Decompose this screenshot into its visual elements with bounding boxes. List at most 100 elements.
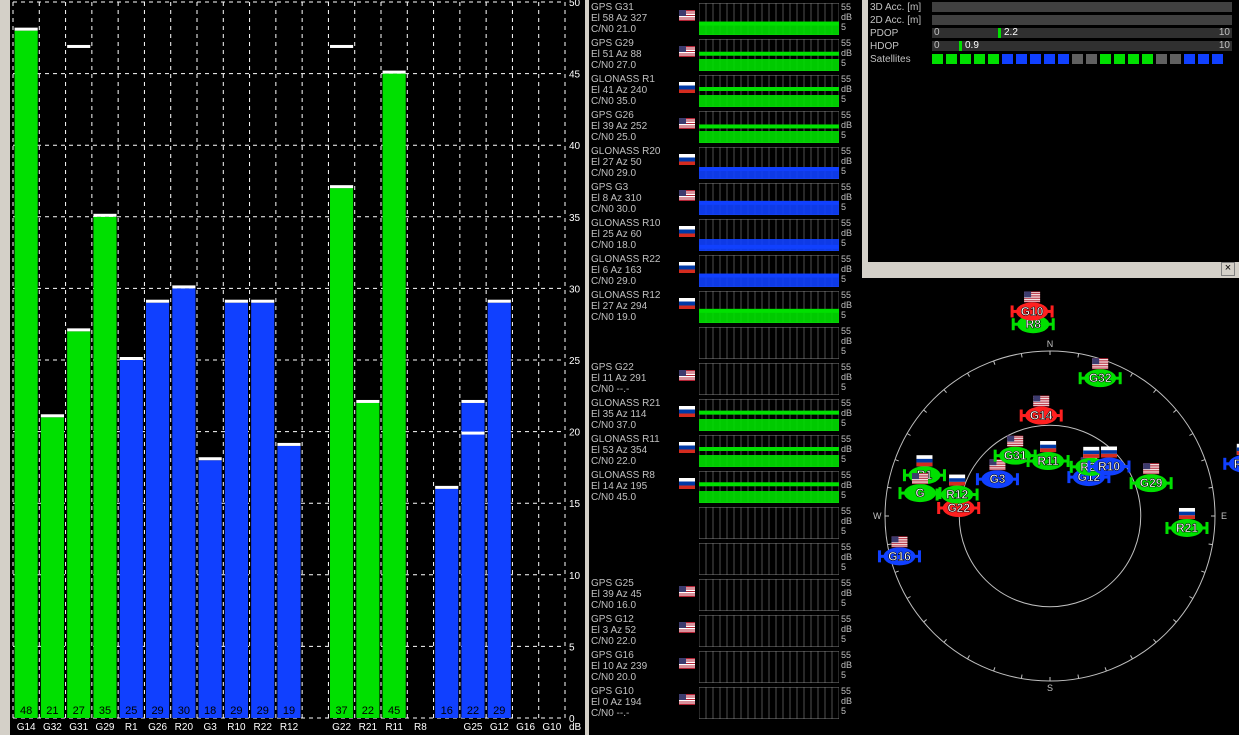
close-icon[interactable]: ×	[1221, 262, 1235, 276]
signal-row: GLONASS R20El 27 Az 50C/N0 29.055dB5	[589, 146, 862, 182]
signal-row: GPS G22El 11 Az 291C/N0 --.- 55dB5	[589, 362, 862, 398]
signal-row: GLONASS R22El 6 Az 163C/N0 29.055dB5	[589, 254, 862, 290]
svg-text:G10: G10	[542, 722, 561, 733]
signal-row: GLONASS R1El 41 Az 240C/N0 35.0 55dB5	[589, 74, 862, 110]
us-flag-icon	[679, 658, 695, 669]
svg-text:48: 48	[20, 705, 32, 717]
svg-text:G: G	[915, 486, 924, 500]
svg-text:G16: G16	[516, 722, 535, 733]
signal-row-label: GPS G29El 51 Az 88C/N0 27.0	[591, 38, 677, 71]
signal-row-label: GLONASS R10El 25 Az 60C/N0 18.0	[591, 218, 677, 251]
signal-row: GPS G31El 58 Az 327C/N0 21.055dB5	[589, 2, 862, 38]
db-scale-label: 55dB5	[841, 110, 852, 140]
svg-text:22: 22	[467, 705, 479, 717]
signal-row-label: GLONASS R8El 14 Az 195C/N0 45.0	[591, 470, 677, 503]
db-scale-label: 55dB5	[841, 290, 852, 320]
svg-text:R10: R10	[227, 722, 246, 733]
svg-text:E: E	[1221, 511, 1227, 521]
svg-text:W: W	[873, 511, 882, 521]
svg-text:16: 16	[441, 705, 453, 717]
signal-row-label: GPS G16El 10 Az 239C/N0 20.0	[591, 650, 677, 683]
svg-text:19: 19	[283, 705, 295, 717]
db-scale-label: 55dB5	[841, 686, 852, 716]
svg-text:R21: R21	[359, 722, 378, 733]
svg-text:G3: G3	[989, 472, 1005, 486]
svg-text:35: 35	[99, 705, 111, 717]
status-label: 3D Acc. [m]	[870, 2, 932, 13]
svg-text:G22: G22	[332, 722, 351, 733]
ru-flag-icon	[679, 406, 695, 417]
svg-text:25: 25	[569, 356, 581, 367]
ru-flag-icon	[679, 226, 695, 237]
db-scale-label: 55dB5	[841, 218, 852, 248]
db-scale-label: 55dB5	[841, 542, 852, 572]
db-scale-label: 55dB5	[841, 650, 852, 680]
status-label: PDOP	[870, 28, 932, 39]
us-flag-icon	[679, 10, 695, 21]
svg-text:29: 29	[230, 705, 242, 717]
svg-text:27: 27	[73, 705, 85, 717]
svg-text:45: 45	[388, 705, 400, 717]
svg-text:18: 18	[204, 705, 216, 717]
svg-text:R12: R12	[280, 722, 299, 733]
satellite-box	[1100, 54, 1111, 64]
svg-text:G14: G14	[1030, 409, 1053, 423]
signal-row-label: GLONASS R20El 27 Az 50C/N0 29.0	[591, 146, 677, 179]
svg-text:dB: dB	[569, 722, 582, 733]
svg-text:R1: R1	[125, 722, 138, 733]
us-flag-icon	[679, 622, 695, 633]
svg-text:G16: G16	[888, 549, 911, 563]
svg-text:G31: G31	[69, 722, 88, 733]
signal-row: GPS G10El 0 Az 194C/N0 --.- 55dB5	[589, 686, 862, 722]
satellite-box	[1170, 54, 1181, 64]
signal-row: GLONASS R10El 25 Az 60C/N0 18.0 55dB5	[589, 218, 862, 254]
satellite-box	[1072, 54, 1083, 64]
svg-text:G25: G25	[464, 722, 483, 733]
signal-row: GPS G26El 39 Az 252C/N0 25.0 55dB5	[589, 110, 862, 146]
svg-text:R12: R12	[946, 488, 968, 502]
signal-row: GPS G16El 10 Az 239C/N0 20.0 55dB5	[589, 650, 862, 686]
svg-text:22: 22	[362, 705, 374, 717]
signal-row-label: GPS G26El 39 Az 252C/N0 25.0	[591, 110, 677, 143]
db-scale-label: 55dB5	[841, 326, 852, 356]
db-scale-label: 55dB5	[841, 38, 852, 68]
db-scale-label: 55dB5	[841, 182, 852, 212]
svg-text:R11: R11	[385, 722, 403, 733]
svg-text:35: 35	[569, 213, 581, 224]
db-scale-label: 55dB5	[841, 2, 852, 32]
status-value: 2.2	[1004, 27, 1018, 38]
signal-row-label: GPS G22El 11 Az 291C/N0 --.-	[591, 362, 677, 395]
signal-row: 55dB5	[589, 326, 862, 362]
status-panel: 3D Acc. [m]2D Acc. [m]PDOP0102.2HDOP0100…	[862, 0, 1239, 262]
signal-row-label: GPS G25El 39 Az 45C/N0 16.0	[591, 578, 677, 611]
svg-text:R11: R11	[1037, 454, 1059, 468]
signal-row-label: GPS G10El 0 Az 194C/N0 --.-	[591, 686, 677, 719]
status-label: Satellites	[870, 54, 932, 65]
satellite-box	[1142, 54, 1153, 64]
svg-text:21: 21	[46, 705, 58, 717]
svg-text:G10: G10	[1021, 304, 1044, 318]
signal-row-label: GLONASS R11El 53 Az 354C/N0 22.0	[591, 434, 677, 467]
signal-bar-chart: 0510152025303540455048G1421G3227G3135G29…	[0, 0, 585, 735]
db-scale-label: 55dB5	[841, 362, 852, 392]
signal-row-label: GLONASS R21El 35 Az 114C/N0 37.0	[591, 398, 677, 431]
satellite-box	[932, 54, 943, 64]
svg-text:G26: G26	[148, 722, 167, 733]
signal-row-label: GLONASS R1El 41 Az 240C/N0 35.0	[591, 74, 677, 107]
us-flag-icon	[679, 118, 695, 129]
svg-text:G14: G14	[17, 722, 36, 733]
signal-row-label: GLONASS R12El 27 Az 294C/N0 19.0	[591, 290, 677, 323]
satellite-box	[1128, 54, 1139, 64]
svg-text:20: 20	[569, 428, 581, 439]
svg-text:G31: G31	[1004, 449, 1027, 463]
ru-flag-icon	[679, 298, 695, 309]
status-label: HDOP	[870, 41, 932, 52]
signal-row: GLONASS R11El 53 Az 354C/N0 22.055dB5	[589, 434, 862, 470]
svg-text:25: 25	[125, 705, 137, 717]
svg-text:37: 37	[335, 705, 347, 717]
satellite-box	[946, 54, 957, 64]
satellite-box	[1114, 54, 1125, 64]
db-scale-label: 55dB5	[841, 74, 852, 104]
us-flag-icon	[679, 586, 695, 597]
status-row: HDOP0100.9	[870, 41, 1237, 53]
